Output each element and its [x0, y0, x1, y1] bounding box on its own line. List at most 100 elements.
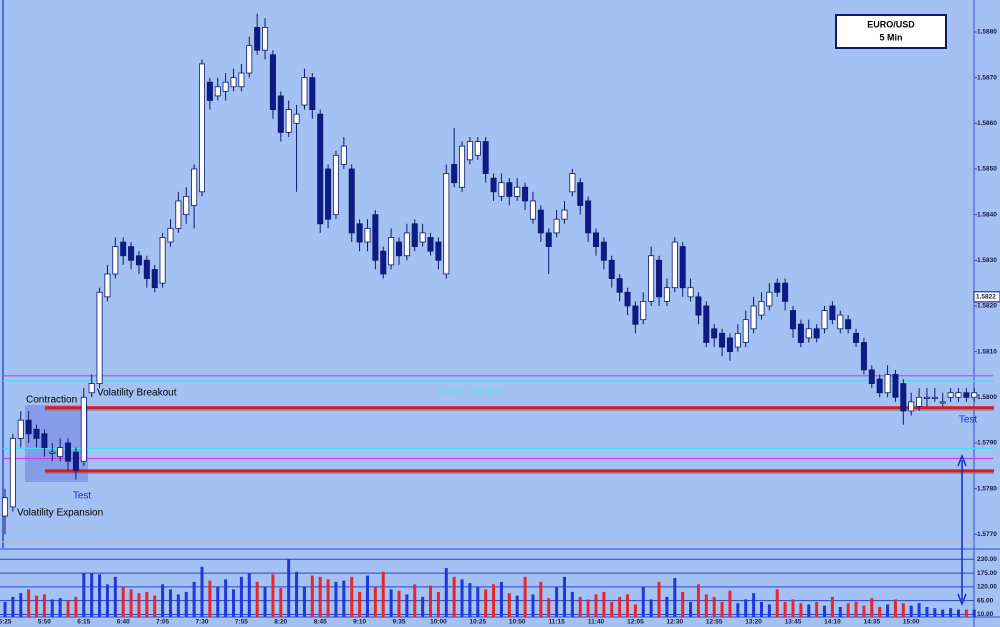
volume-bar — [878, 606, 882, 617]
volume-bar — [893, 599, 897, 617]
y2-tick-label: 230.00 — [977, 556, 997, 563]
candle-body — [214, 86, 221, 97]
y2-tick-label: 120.00 — [977, 584, 997, 591]
candle-body — [545, 232, 552, 247]
volume-bar — [153, 595, 157, 617]
x-tick-label: 6:40 — [117, 619, 130, 626]
candle-body — [317, 113, 324, 225]
volume-bar — [429, 585, 433, 617]
candle-body — [9, 437, 16, 508]
volume-bar — [846, 603, 850, 617]
candle-body — [963, 392, 970, 398]
candle-body — [388, 237, 395, 266]
volume-bar — [421, 596, 425, 617]
volume-bar — [295, 571, 299, 617]
candle-body — [191, 168, 198, 206]
candle-body — [671, 241, 678, 289]
candle-body — [57, 447, 64, 458]
candle-body — [88, 383, 95, 394]
volume-bar — [326, 579, 330, 617]
volume-bar — [74, 596, 78, 617]
candle-body — [600, 241, 607, 261]
volume-bar — [168, 589, 172, 617]
volume-bar — [19, 593, 23, 617]
volume-bar — [232, 589, 236, 617]
candle-body — [537, 209, 544, 234]
volume-bar — [767, 604, 771, 617]
volume-bar — [909, 605, 913, 617]
candle-body — [892, 374, 899, 398]
y-tick-label: 1.5810 — [977, 348, 997, 355]
volume-bar — [539, 581, 543, 617]
x-tick-label: 6:15 — [77, 619, 90, 626]
candle-body — [734, 332, 741, 348]
x-tick-label: 13:45 — [785, 619, 802, 626]
x-tick-label: 12:30 — [666, 619, 683, 626]
x-tick-label: 13:20 — [745, 619, 762, 626]
candle-body — [72, 451, 79, 471]
candle-body — [561, 209, 568, 220]
volume-bar — [279, 588, 283, 617]
volume-panel: 230.00 175.00 120.00 65.00 10.00 — [0, 556, 997, 618]
candle-body — [474, 141, 481, 156]
volume-bar — [287, 559, 291, 617]
candle-body — [695, 296, 702, 316]
volume-bar — [602, 591, 606, 617]
candle-body — [624, 291, 631, 307]
candle-body — [293, 113, 300, 124]
volume-bar — [413, 584, 417, 617]
x-tick-label: 7:30 — [195, 619, 208, 626]
volume-bar — [476, 586, 480, 617]
candle-body — [340, 145, 347, 165]
candle-body — [41, 433, 48, 448]
volume-bar — [626, 594, 630, 617]
candle-body — [726, 337, 733, 353]
candle-body — [348, 168, 355, 234]
volume-bar — [917, 603, 921, 617]
candle-body — [750, 305, 757, 330]
candle-body — [151, 269, 158, 289]
volume-bar — [744, 599, 748, 617]
candle-body — [805, 328, 812, 339]
volume-bar — [58, 598, 62, 617]
volume-bar — [98, 574, 102, 617]
x-tick-label: 8:20 — [274, 619, 287, 626]
candle-body — [403, 232, 410, 257]
candle-body — [829, 305, 836, 321]
candle-body — [766, 291, 773, 307]
candle-body — [522, 186, 529, 202]
candle-body — [490, 177, 497, 193]
volume-bar — [949, 608, 953, 617]
volume-bar — [799, 603, 803, 617]
volume-bar — [901, 603, 905, 617]
candle-body — [49, 451, 56, 454]
volume-bar — [113, 576, 117, 617]
volume-bar — [121, 586, 125, 617]
x-tick-label: 10:00 — [430, 619, 447, 626]
candle-body — [238, 72, 245, 88]
x-tick-label: 12:55 — [706, 619, 723, 626]
y-tick-label: 1.5800 — [977, 394, 997, 401]
candles — [2, 13, 978, 535]
volume-bar — [562, 576, 566, 617]
candle-body — [309, 77, 316, 110]
candle-body — [325, 168, 332, 220]
x-tick-label: 9:10 — [353, 619, 366, 626]
candle-body — [222, 81, 229, 92]
volume-bar — [775, 589, 779, 617]
candle-body — [356, 223, 363, 243]
candle-body — [884, 374, 891, 394]
chart-title: EURO/USD — [867, 19, 915, 29]
volume-bar — [247, 573, 251, 617]
candle-body — [498, 182, 505, 197]
candle-body — [553, 218, 560, 234]
candle-body — [782, 282, 789, 302]
volume-bar — [681, 591, 685, 617]
annotation: Contraction — [26, 395, 77, 406]
candle-body — [679, 246, 686, 289]
x-tick-label: 5:25 — [0, 619, 12, 626]
candle-body — [585, 200, 592, 234]
candle-body — [616, 278, 623, 293]
candle-body — [372, 214, 379, 261]
